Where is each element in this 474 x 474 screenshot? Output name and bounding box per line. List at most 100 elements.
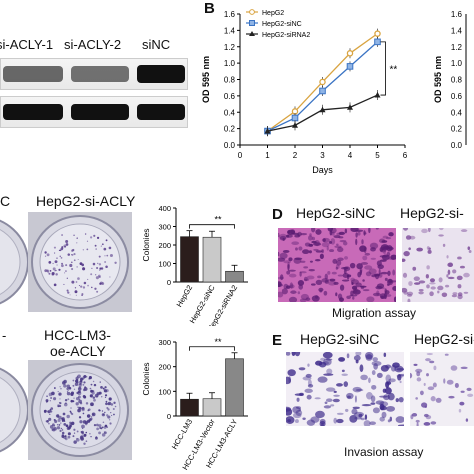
data-point <box>374 38 381 46</box>
cell-spot <box>352 296 355 300</box>
cell-spot <box>372 357 378 362</box>
colony-dot <box>99 426 102 430</box>
cell-spot <box>350 228 359 233</box>
colony-dot <box>71 254 73 256</box>
colony-dot <box>104 396 107 399</box>
cell-spot <box>372 292 381 297</box>
cell-spot <box>290 229 296 234</box>
colony-dot <box>101 426 104 429</box>
lane-label-1: si-ACLY-1 <box>0 37 54 52</box>
colony-dot <box>90 383 93 386</box>
cell-spot <box>382 235 389 239</box>
colonies-bar-chart-top: 0100200300400ColoniesHepG2HepG2-siNCHepG… <box>141 204 248 326</box>
cell-spot <box>403 228 409 231</box>
cell-spot <box>454 382 459 388</box>
legend-marker <box>249 9 255 15</box>
colony-dot <box>112 407 115 411</box>
cell-spot <box>385 381 390 389</box>
colony-dot <box>48 272 51 275</box>
colony-dot <box>109 276 111 278</box>
colony-dot <box>94 244 97 247</box>
colony-dot <box>87 409 90 412</box>
colony-dot <box>52 428 56 432</box>
colony-dot <box>78 399 82 404</box>
colony-dot <box>83 442 86 445</box>
cell-spot <box>336 412 344 415</box>
cell-spot <box>371 370 376 376</box>
colony-dot <box>76 438 80 442</box>
colony-dot <box>101 243 104 246</box>
cell-spot <box>343 381 349 388</box>
migration-image-left <box>278 228 396 302</box>
colony-dot <box>81 406 85 410</box>
cell-spot <box>386 283 390 287</box>
cell-spot <box>307 379 312 387</box>
cell-spot <box>375 400 385 405</box>
colony-dot <box>46 401 48 404</box>
colony-dot <box>63 384 67 388</box>
micro-background <box>410 352 474 426</box>
colony-dot <box>77 406 79 409</box>
cell-spot <box>355 352 362 356</box>
colony-dot <box>63 283 65 286</box>
cell-spot <box>457 284 462 289</box>
right-panel-tick-label: 1.4 <box>451 26 463 35</box>
cell-spot <box>328 280 337 286</box>
colony-dot <box>75 396 80 401</box>
cell-spot <box>278 291 284 298</box>
cell-spot <box>319 253 324 260</box>
cell-spot <box>333 417 338 424</box>
cell-spot <box>430 286 436 290</box>
colony-dot <box>97 274 101 278</box>
cell-spot <box>373 363 378 370</box>
cell-spot <box>405 235 412 240</box>
cell-spot <box>385 237 392 240</box>
cell-spot <box>466 387 472 391</box>
colony-dot <box>65 243 69 246</box>
invasion-image-right <box>410 352 474 426</box>
cell-spot <box>352 386 362 393</box>
cell-spot <box>429 291 434 297</box>
colony-dot <box>65 424 69 428</box>
cell-spot <box>394 365 404 373</box>
cell-spot <box>441 292 448 298</box>
cell-spot <box>308 235 313 241</box>
cell-spot <box>415 419 420 423</box>
cell-spot <box>336 259 342 266</box>
colony-dot <box>59 386 61 388</box>
colony-dot <box>85 402 89 405</box>
colony-dot <box>53 283 57 287</box>
colony-dot <box>110 412 112 414</box>
data-point <box>346 63 354 70</box>
colony-dot <box>105 265 108 268</box>
cell-spot <box>379 255 388 258</box>
cell-spot <box>385 374 392 383</box>
cell-spot <box>296 406 301 409</box>
cell-spot <box>427 386 435 391</box>
colony-dot <box>83 434 87 437</box>
cell-spot <box>297 280 305 286</box>
cell-spot <box>303 266 309 269</box>
cell-spot <box>355 238 358 246</box>
colony-dot <box>73 428 76 431</box>
cell-spot <box>319 289 323 293</box>
cell-spot <box>424 405 427 409</box>
x-tick-label: 4 <box>348 151 353 160</box>
colony-dot <box>98 263 102 266</box>
cell-spot <box>390 364 397 372</box>
cell-spot <box>288 269 296 272</box>
cell-spot <box>287 264 290 271</box>
cell-spot <box>415 397 418 400</box>
cell-spot <box>315 250 323 253</box>
colony-dot <box>59 405 62 408</box>
cell-spot <box>460 390 465 393</box>
colony-dot <box>49 269 52 272</box>
right-panel-tick-label: 1.2 <box>451 43 463 52</box>
colony-dot <box>106 406 109 410</box>
colony-dot <box>58 402 60 404</box>
cell-spot <box>363 232 367 235</box>
legend-marker <box>249 31 255 36</box>
colony-dot <box>57 418 61 422</box>
cell-spot <box>376 283 385 289</box>
colony-dot <box>58 249 61 251</box>
